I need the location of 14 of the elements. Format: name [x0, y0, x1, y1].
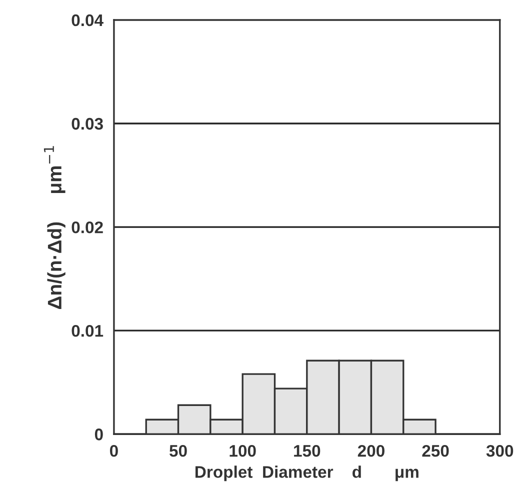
y-tick-label: 0.04 [72, 14, 104, 26]
y-tick-label: 0.03 [72, 118, 103, 130]
x-tick-label: 200 [358, 444, 384, 457]
x-tick-label: 50 [170, 444, 187, 457]
y-tick-label: 0.01 [72, 324, 104, 337]
x-tick-label: 0 [110, 444, 118, 457]
x-tick-label: 100 [230, 444, 256, 457]
x-axis-title: Droplet Diameter d μm [196, 466, 418, 482]
x-tick-label: 250 [422, 444, 449, 457]
x-tick-label: 300 [486, 444, 514, 457]
y-tick-label: 0.02 [72, 221, 103, 234]
y-axis-title: Δn/(n·Δd) μm$^{−1}$ [44, 146, 66, 309]
y-tick-label: 0 [94, 428, 103, 440]
x-tick-label: 150 [294, 444, 320, 457]
